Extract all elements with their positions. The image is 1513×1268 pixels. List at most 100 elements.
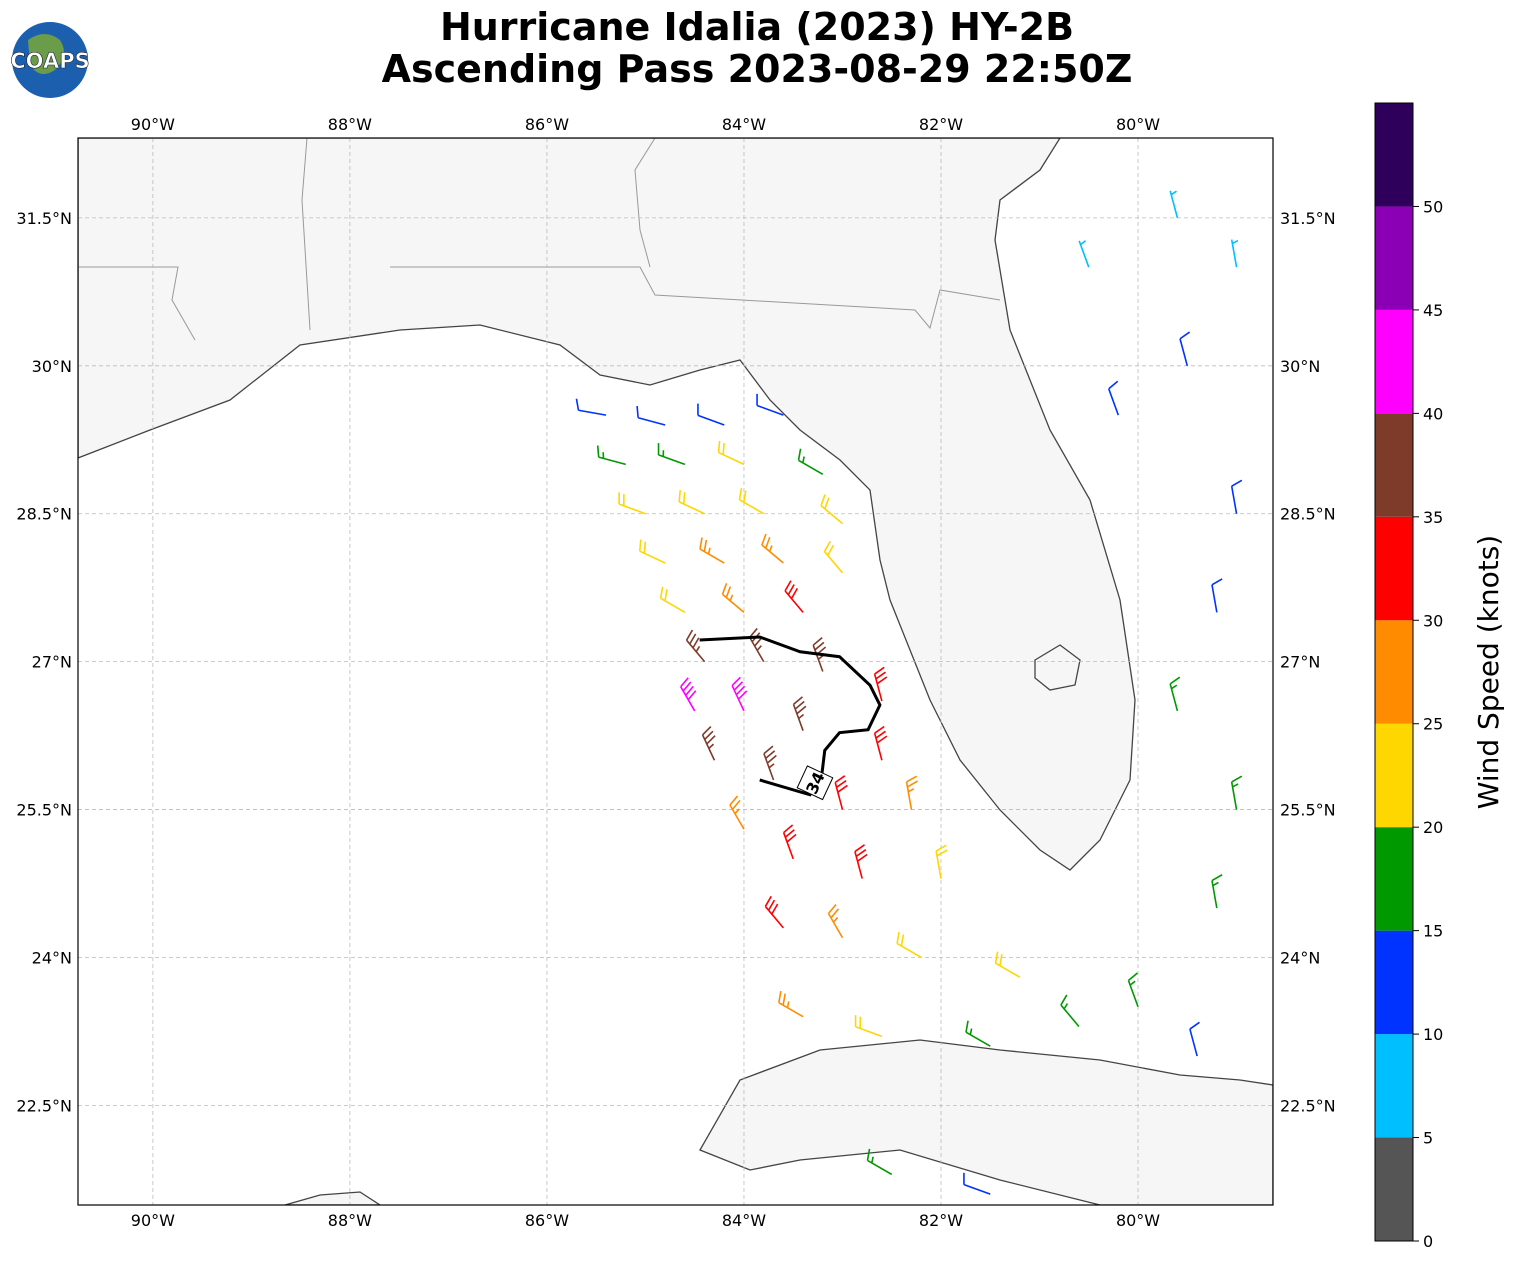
wind-barb	[1078, 240, 1090, 268]
x-tick-label: 80°W	[1116, 1211, 1160, 1230]
coastline-cuba	[699, 1039, 1273, 1205]
wind-barb	[596, 445, 626, 466]
logo: COAPS	[10, 22, 90, 98]
colorbar-tick-label: 40	[1423, 404, 1443, 423]
wind-barb	[782, 824, 797, 860]
wind-barb	[820, 494, 843, 525]
wind-barb	[764, 895, 784, 929]
wind-barb	[699, 537, 725, 564]
y-tick-label: 31.5°N	[1280, 209, 1336, 228]
wind-barb	[1169, 190, 1179, 219]
x-tick-label: 90°W	[131, 115, 175, 134]
y-tick-label: 24°N	[32, 948, 72, 967]
map-area: 34	[78, 138, 1273, 1205]
colorbar-tick-label: 35	[1423, 508, 1443, 527]
wind-barb	[784, 580, 804, 613]
wind-barb	[994, 951, 1021, 978]
wind-barb	[896, 931, 922, 959]
x-tick-label: 86°W	[525, 115, 569, 134]
wind-barb	[756, 393, 784, 416]
wind-barb	[680, 677, 697, 712]
y-tick-label: 27°N	[1280, 653, 1320, 672]
wind-barb	[935, 844, 948, 879]
wind-barb	[1169, 676, 1181, 712]
state-border	[634, 138, 656, 268]
x-tick-label: 82°W	[919, 115, 963, 134]
wind-barb	[905, 775, 918, 810]
wind-barb	[854, 1015, 883, 1038]
y-tick-label: 25.5°N	[16, 801, 72, 820]
x-tick-label: 80°W	[1116, 115, 1160, 134]
ticks: 90°W 90°W 88°W 88°W 86°W 86°W 84°W 84°W 82°W 82°W…	[16, 115, 1335, 1230]
wind-barb	[763, 745, 777, 781]
colorbar-segment	[1375, 413, 1413, 517]
x-tick-label: 88°W	[328, 1211, 372, 1230]
wind-barb	[1211, 874, 1223, 909]
colorbar-label: Wind Speed (knots)	[1472, 535, 1505, 809]
colorbar-segment	[1375, 206, 1413, 310]
state-border	[78, 266, 196, 341]
colorbar-segment	[1375, 103, 1413, 207]
colorbar-segment	[1375, 1034, 1413, 1138]
y-tick-label: 31.5°N	[16, 209, 72, 228]
colorbar-segment	[1375, 1137, 1413, 1241]
x-tick-label: 90°W	[131, 1211, 175, 1230]
logo-land	[28, 34, 64, 74]
colorbar-segment	[1375, 516, 1413, 621]
y-tick-label: 27°N	[32, 653, 72, 672]
wind-barb	[618, 492, 646, 515]
wind-barb	[697, 403, 725, 426]
wind-barb	[963, 1172, 991, 1195]
wind-barb	[738, 488, 765, 515]
wind-barb	[823, 540, 844, 574]
y-tick-label: 25.5°N	[1280, 801, 1336, 820]
wind-barb	[636, 405, 666, 426]
wind-barb	[731, 676, 748, 712]
wind-barb	[873, 725, 888, 761]
colorbar: 0 5 10 15 20 25 30 35 40 45 50	[1374, 102, 1443, 1251]
x-tick-label: 86°W	[525, 1211, 569, 1230]
wind-barb	[659, 586, 686, 614]
y-tick-label: 24°N	[1280, 948, 1320, 967]
colorbar-tick-label: 45	[1423, 301, 1443, 320]
colorbar-segment	[1375, 723, 1413, 828]
wind-barb	[678, 490, 705, 515]
wind-barb	[1230, 479, 1243, 514]
wind-barb	[797, 448, 824, 475]
wind-barb	[778, 990, 804, 1018]
wind-barb	[638, 539, 666, 564]
colorbar-frame	[1374, 102, 1414, 1242]
wind-barb	[1211, 578, 1223, 613]
wind-barb	[1230, 239, 1239, 268]
wind-barb	[873, 666, 888, 702]
x-tick-label: 88°W	[328, 115, 372, 134]
wind-barb	[1107, 380, 1120, 416]
wind-barb	[717, 440, 745, 466]
colorbar-segment	[1375, 309, 1413, 414]
colorbar-tick-label: 25	[1423, 715, 1443, 734]
wind-barb	[792, 696, 807, 731]
colorbar-tick-label: 0	[1423, 1232, 1433, 1251]
coastline-south	[284, 1191, 382, 1205]
x-tick-label: 82°W	[919, 1211, 963, 1230]
wind-barb	[575, 398, 607, 416]
map-frame	[77, 137, 1274, 1206]
state-border	[301, 138, 311, 331]
y-tick-label: 28.5°N	[16, 505, 72, 524]
colorbar-tick-label: 10	[1423, 1025, 1443, 1044]
colorbar-segment	[1375, 827, 1413, 931]
y-tick-label: 28.5°N	[1280, 505, 1336, 524]
wind-barb	[827, 904, 844, 939]
colorbar-tick-label: 5	[1423, 1129, 1433, 1148]
wind-barb	[721, 583, 745, 613]
colorbar-segment	[1375, 620, 1413, 724]
colorbar-tick-label: 15	[1423, 922, 1443, 941]
wind-barb	[1179, 331, 1191, 367]
x-tick-label: 84°W	[722, 1211, 766, 1230]
colorbar-tick-label: 50	[1423, 197, 1443, 216]
colorbar-tick-label: 20	[1423, 818, 1443, 837]
wind-barb	[657, 443, 686, 466]
colorbar-tick-label: 30	[1423, 611, 1443, 630]
wind-barb	[812, 637, 827, 672]
